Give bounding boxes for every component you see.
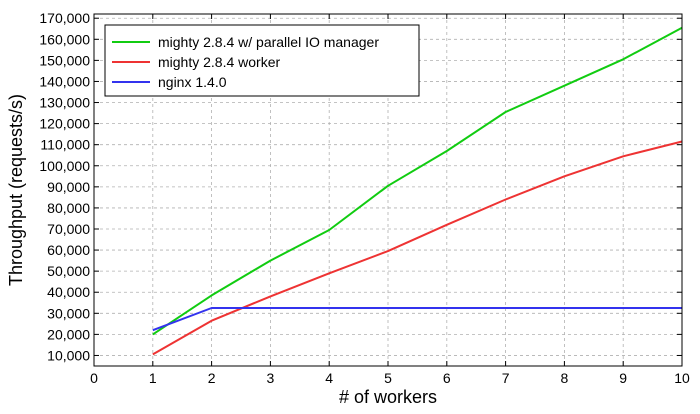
x-tick-label: 6 [443, 370, 451, 386]
series-line-1 [152, 26, 683, 336]
y-tick-label: 160,000 [39, 31, 90, 47]
x-tick-label: 2 [208, 370, 216, 386]
x-tick-label: 3 [267, 370, 275, 386]
y-tick-label: 20,000 [47, 326, 90, 342]
legend-label-3: nginx 1.4.0 [158, 74, 227, 90]
series-lines [152, 26, 683, 356]
y-axis-title: Throughput (requests/s) [6, 94, 26, 286]
y-tick-label: 170,000 [39, 10, 90, 26]
x-tick-label: 1 [149, 370, 157, 386]
y-tick-label: 50,000 [47, 263, 90, 279]
y-tick-label: 90,000 [47, 179, 90, 195]
x-tick-label: 5 [384, 370, 392, 386]
x-tick-label: 8 [561, 370, 569, 386]
x-tick-label: 7 [502, 370, 510, 386]
y-tick-label: 80,000 [47, 200, 90, 216]
y-tick-label: 60,000 [47, 242, 90, 258]
x-tick-label: 9 [619, 370, 627, 386]
y-tick-label: 30,000 [47, 305, 90, 321]
legend-label-1: mighty 2.8.4 w/ parallel IO manager [158, 34, 379, 50]
legend-box [104, 24, 420, 97]
y-tick-label: 130,000 [39, 95, 90, 111]
y-tick-label: 70,000 [47, 221, 90, 237]
x-tick-label: 10 [674, 370, 690, 386]
x-tick-label: 4 [325, 370, 333, 386]
x-axis-title: # of workers [339, 387, 437, 407]
legend-label-2: mighty 2.8.4 worker [158, 54, 280, 70]
y-tick-label: 140,000 [39, 73, 90, 89]
y-tick-label: 10,000 [47, 347, 90, 363]
y-tick-label: 150,000 [39, 52, 90, 68]
legend: mighty 2.8.4 w/ parallel IO manager might… [104, 24, 420, 97]
x-tick-label: 0 [90, 370, 98, 386]
y-tick-label: 110,000 [40, 137, 90, 153]
series-line-3 [152, 307, 682, 332]
y-tick-label: 100,000 [39, 158, 90, 174]
axis-ticks: 0 1 2 3 4 5 6 7 8 9 10 10,000 20,000 30,000 40,000 50,0… [39, 10, 690, 386]
y-tick-label: 40,000 [47, 284, 90, 300]
y-tick-label: 120,000 [39, 116, 90, 132]
